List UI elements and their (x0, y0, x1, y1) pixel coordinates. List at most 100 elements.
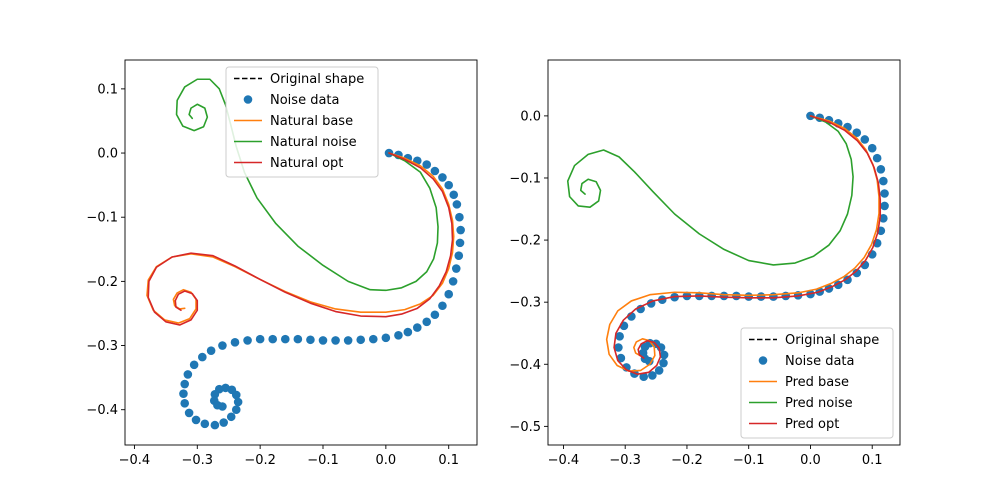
legend-label: Noise data (270, 93, 339, 108)
x-tick-label: 0.0 (800, 453, 821, 468)
legend-label: Natural base (270, 114, 353, 129)
y-tick-label: −0.4 (86, 403, 118, 418)
y-tick-label: −0.2 (86, 275, 118, 290)
noise-data-point (210, 390, 220, 399)
noise-data-point (230, 338, 240, 347)
noise-data-point (659, 358, 668, 368)
noise-data-point (852, 268, 862, 278)
noise-data-point (226, 412, 236, 422)
y-tick-label: −0.4 (509, 358, 541, 373)
noise-data-point (280, 334, 290, 344)
noise-data-point (880, 201, 889, 211)
pred-base-line (605, 115, 880, 372)
x-tick-label: −0.2 (244, 453, 276, 468)
noise-data-point (210, 420, 220, 430)
x-tick-label: 0.0 (376, 453, 397, 468)
noise-data-point (331, 336, 340, 345)
noise-data-point (356, 335, 366, 345)
legend-marker (243, 95, 253, 104)
x-tick-label: −0.3 (609, 453, 641, 468)
noise-data-point (231, 405, 241, 415)
noise-data-point (430, 310, 440, 320)
noise-data-point (381, 333, 391, 343)
axes-frame (124, 59, 478, 446)
natural-opt-line (147, 152, 454, 326)
x-tick-label: −0.3 (181, 453, 213, 468)
noise-data-point (233, 397, 243, 407)
noise-data-point (438, 301, 447, 311)
noise-data-point (198, 352, 207, 362)
noise-data-point (191, 415, 201, 425)
noise-data-point (852, 128, 862, 137)
noise-data-point (879, 176, 888, 186)
noise-data-point (880, 189, 889, 198)
noise-data-point (268, 334, 278, 344)
noise-data-point (218, 341, 227, 350)
noise-data-point (615, 332, 624, 341)
noise-data-point (860, 135, 870, 144)
legend-box (225, 66, 379, 178)
noise-data-point (430, 166, 440, 176)
noise-data-point (719, 291, 729, 301)
noise-data-point (769, 292, 778, 301)
pred-noise-line (566, 115, 854, 266)
legend: Original shape Noise data Natural base Natu… (225, 66, 379, 178)
plot-area (566, 111, 889, 381)
noise-data-point (394, 330, 403, 340)
noise-data-point (448, 277, 458, 286)
x-tick-label: −0.2 (671, 453, 703, 468)
legend-label: Noise data (785, 354, 854, 369)
y-tick-label: 0.0 (97, 147, 118, 162)
noise-data-point (879, 214, 888, 223)
noise-data-point (422, 317, 432, 327)
legend-marker (758, 356, 768, 365)
noise-data-point (218, 402, 227, 411)
noise-data-point (454, 251, 464, 261)
noise-data-point (180, 379, 190, 389)
y-tick-label: −0.1 (86, 211, 118, 226)
x-tick-label: −0.1 (307, 453, 339, 468)
subplot-1: −0.4 −0.3 −0.2 −0.1 0.0 0.1 0.1 0.0 −0.1 −0.2 −0.3… (86, 59, 478, 468)
subplot-2: −0.4 −0.3 −0.2 −0.1 0.0 0.1 0.0 −0.1 −0.2 −0.3 −0.… (509, 59, 901, 468)
noise-data-point (438, 173, 447, 182)
noise-data-point (243, 336, 252, 345)
noise-data-point (200, 419, 210, 429)
noise-data-point (293, 334, 303, 344)
legend-label: Pred noise (785, 396, 853, 411)
legend-label: Original shape (785, 333, 879, 348)
noise-data-point (872, 153, 882, 163)
y-tick-label: −0.3 (509, 296, 541, 311)
noise-data-point (184, 408, 194, 418)
y-tick-label: −0.3 (86, 339, 118, 354)
noise-data-point (455, 212, 464, 222)
noise-data-point (659, 350, 669, 360)
noise-data-point (648, 371, 657, 380)
noise-data-point (206, 346, 216, 355)
noise-data-point (876, 164, 886, 174)
noise-data-point (318, 336, 328, 345)
noise-data-point (843, 275, 852, 285)
x-tick-label: 0.1 (862, 453, 883, 468)
noise-data-point (616, 353, 626, 363)
noise-data-point (255, 334, 265, 344)
noise-data-point (444, 289, 454, 299)
legend-label: Pred base (785, 375, 849, 390)
legend-label: Original shape (270, 72, 364, 87)
legend-label: Natural noise (270, 135, 357, 150)
x-tick-label: 0.1 (438, 453, 459, 468)
x-tick-label: −0.4 (548, 453, 580, 468)
noise-data-point (756, 292, 766, 301)
legend-box (740, 327, 894, 439)
axes-frame (547, 59, 901, 446)
noise-data-point (644, 356, 654, 366)
x-tick-label: −0.4 (119, 453, 151, 468)
noise-data-point (412, 323, 422, 332)
noise-data-point (183, 370, 193, 379)
noise-data-point (452, 200, 462, 209)
noise-data-point (455, 238, 465, 248)
noise-data-point (306, 335, 315, 345)
noise-data-point (654, 366, 664, 375)
noise-data-point (403, 327, 413, 337)
legend: Original shape Noise data Pred base Pred no… (740, 327, 894, 439)
